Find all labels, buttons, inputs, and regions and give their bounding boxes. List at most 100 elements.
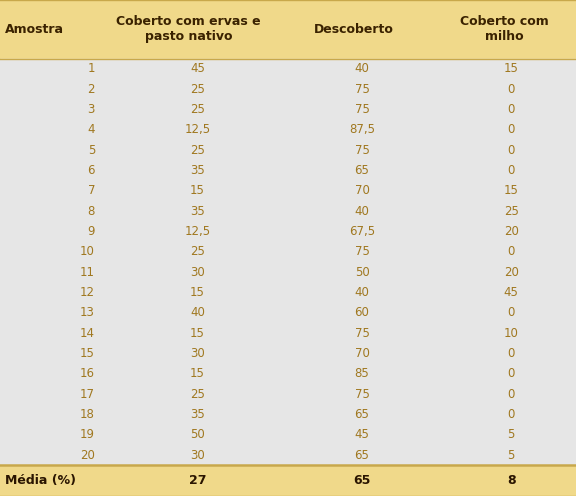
Text: 0: 0 — [507, 387, 515, 401]
Text: 30: 30 — [190, 265, 205, 279]
Text: 0: 0 — [507, 306, 515, 319]
Text: Amostra: Amostra — [5, 23, 63, 36]
Text: 70: 70 — [355, 184, 369, 197]
Text: 25: 25 — [190, 143, 205, 157]
Text: 35: 35 — [190, 204, 205, 218]
Text: 0: 0 — [507, 103, 515, 116]
Text: 75: 75 — [355, 82, 369, 96]
Bar — [0, 303, 576, 323]
Text: Média (%): Média (%) — [5, 474, 75, 487]
Text: Coberto com ervas e
pasto nativo: Coberto com ervas e pasto nativo — [116, 15, 261, 43]
Bar — [0, 445, 576, 465]
Text: Coberto com
milho: Coberto com milho — [460, 15, 548, 43]
Text: 18: 18 — [80, 408, 95, 421]
Text: 27: 27 — [189, 474, 206, 487]
Bar — [0, 120, 576, 140]
Text: 15: 15 — [190, 367, 205, 380]
Text: 35: 35 — [190, 164, 205, 177]
Text: 0: 0 — [507, 347, 515, 360]
Text: 1: 1 — [88, 62, 95, 75]
Text: 6: 6 — [88, 164, 95, 177]
Text: 60: 60 — [355, 306, 369, 319]
Text: 65: 65 — [355, 164, 369, 177]
Text: 0: 0 — [507, 164, 515, 177]
Bar — [0, 242, 576, 262]
Text: 0: 0 — [507, 82, 515, 96]
Text: 16: 16 — [80, 367, 95, 380]
Text: 35: 35 — [190, 408, 205, 421]
Text: 10: 10 — [80, 245, 95, 258]
Bar — [0, 384, 576, 404]
Text: 20: 20 — [504, 225, 518, 238]
Bar — [0, 404, 576, 425]
Text: 70: 70 — [355, 347, 369, 360]
Bar — [0, 262, 576, 282]
Text: 45: 45 — [504, 286, 518, 299]
Text: 5: 5 — [88, 143, 95, 157]
Text: 0: 0 — [507, 367, 515, 380]
Text: 0: 0 — [507, 408, 515, 421]
Bar — [0, 221, 576, 242]
Text: 20: 20 — [80, 448, 95, 462]
Bar — [0, 282, 576, 303]
Text: 40: 40 — [355, 286, 369, 299]
Text: 8: 8 — [507, 474, 516, 487]
Text: 15: 15 — [190, 286, 205, 299]
Text: 65: 65 — [353, 474, 371, 487]
Text: 0: 0 — [507, 143, 515, 157]
Text: 45: 45 — [355, 428, 369, 441]
Text: 50: 50 — [355, 265, 369, 279]
Bar — [0, 201, 576, 221]
Text: 20: 20 — [504, 265, 518, 279]
Text: 15: 15 — [190, 184, 205, 197]
Text: 19: 19 — [80, 428, 95, 441]
Bar — [0, 323, 576, 343]
Bar — [0, 59, 576, 79]
Text: 65: 65 — [355, 408, 369, 421]
Text: 5: 5 — [507, 448, 515, 462]
Text: 12,5: 12,5 — [184, 225, 210, 238]
Text: 10: 10 — [504, 326, 518, 340]
Text: 12,5: 12,5 — [184, 123, 210, 136]
Text: 45: 45 — [190, 62, 205, 75]
Text: 7: 7 — [88, 184, 95, 197]
Text: 25: 25 — [190, 245, 205, 258]
Bar — [0, 0, 576, 59]
Bar — [0, 99, 576, 120]
Text: 15: 15 — [80, 347, 95, 360]
Text: 3: 3 — [88, 103, 95, 116]
Text: 25: 25 — [190, 82, 205, 96]
Text: 17: 17 — [80, 387, 95, 401]
Text: 0: 0 — [507, 245, 515, 258]
Bar — [0, 160, 576, 181]
Text: 40: 40 — [355, 204, 369, 218]
Text: 65: 65 — [355, 448, 369, 462]
Bar — [0, 425, 576, 445]
Text: 85: 85 — [355, 367, 369, 380]
Text: 30: 30 — [190, 448, 205, 462]
Text: 14: 14 — [80, 326, 95, 340]
Text: 9: 9 — [88, 225, 95, 238]
Bar — [0, 181, 576, 201]
Text: 40: 40 — [355, 62, 369, 75]
Text: 50: 50 — [190, 428, 205, 441]
Text: 11: 11 — [80, 265, 95, 279]
Text: 75: 75 — [355, 103, 369, 116]
Text: 8: 8 — [88, 204, 95, 218]
Text: 75: 75 — [355, 143, 369, 157]
Bar — [0, 79, 576, 99]
Text: 67,5: 67,5 — [349, 225, 375, 238]
Text: 87,5: 87,5 — [349, 123, 375, 136]
Bar — [0, 364, 576, 384]
Text: Descoberto: Descoberto — [314, 23, 394, 36]
Text: 40: 40 — [190, 306, 205, 319]
Bar — [0, 343, 576, 364]
Text: 15: 15 — [504, 184, 518, 197]
Text: 12: 12 — [80, 286, 95, 299]
Text: 0: 0 — [507, 123, 515, 136]
Text: 75: 75 — [355, 326, 369, 340]
Text: 25: 25 — [504, 204, 518, 218]
Text: 75: 75 — [355, 387, 369, 401]
Bar — [0, 140, 576, 160]
Text: 15: 15 — [190, 326, 205, 340]
